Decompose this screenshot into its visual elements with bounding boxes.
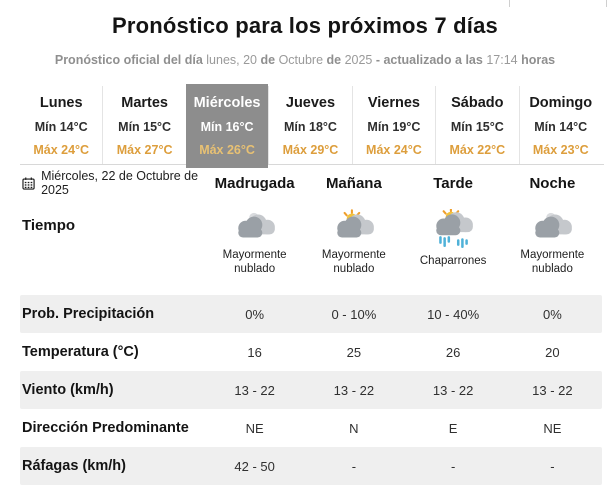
day-max-temp: Máx 24°C (366, 143, 422, 157)
subtitle-segment: Octubre (278, 53, 327, 67)
value-direccion-madrugada: NE (245, 420, 264, 436)
day-min-temp: Mín 18°C (284, 120, 337, 134)
page-title: Pronóstico para los próximos 7 días (112, 13, 498, 38)
value-precipitacion-tarde: 10 - 40% (403, 295, 503, 333)
column-header-tarde: Tarde (433, 174, 473, 192)
day-max-temp: Máx 27°C (116, 143, 173, 157)
value-temperatura-noche: 20 (545, 344, 560, 360)
week-day-strip: Lunes Mín 14°C Máx 24°C Martes Mín 15°C … (20, 84, 602, 168)
row-label-rafagas: Ráfagas (km/h) (20, 447, 205, 485)
day-name: Viernes (367, 95, 420, 111)
value-direccion-noche: NE (543, 420, 562, 436)
value-direccion-tarde: E (448, 420, 458, 436)
subtitle-segment: de (326, 53, 345, 67)
weather-caption: Mayormente nublado (321, 249, 386, 275)
subtitle-segment: - actualizado a las (375, 53, 487, 67)
value-precipitacion-manana: 0 - 10% (304, 295, 404, 333)
day-max-temp: Máx 24°C (33, 143, 90, 157)
day-min-temp: Mín 15°C (450, 120, 504, 134)
value-rafagas-madrugada: 42 - 50 (205, 447, 305, 485)
day-name: Sábado (451, 95, 504, 111)
value-precipitacion-noche: 0% (502, 295, 602, 333)
mostly-cloudy-icon (535, 212, 573, 238)
row-label-viento: Viento (km/h) (20, 371, 205, 409)
day-min-temp: Mín 16°C (200, 120, 254, 134)
value-direccion-manana: N (349, 420, 359, 436)
day-tab-lunes[interactable]: Lunes Mín 14°C Máx 24°C (20, 86, 103, 164)
subtitle-segment: lunes, 20 (206, 53, 261, 67)
day-min-temp: Mín 14°C (34, 120, 88, 134)
value-temperatura-tarde: 26 (445, 344, 461, 360)
day-tab-miercoles-selected[interactable]: Miércoles Mín 16°C Máx 26°C (185, 84, 269, 168)
row-label-temperatura: Temperatura (°C) (22, 344, 139, 360)
weather-caption: Mayormente nublado (222, 249, 287, 275)
subtitle-segment: horas (521, 53, 556, 67)
row-label-tiempo: Tiempo (22, 217, 76, 234)
subtitle-segment: 2025 (344, 53, 376, 67)
scroll-artifact-tick (606, 0, 607, 7)
day-tab-martes[interactable]: Martes Mín 15°C Máx 27°C (102, 86, 186, 164)
day-name: Jueves (285, 95, 336, 111)
day-min-temp: Mín 15°C (118, 120, 172, 134)
day-min-temp: Mín 14°C (534, 120, 588, 134)
column-header-madrugada: Madrugada (214, 174, 295, 192)
day-max-temp: Máx 26°C (199, 143, 255, 157)
day-tab-domingo[interactable]: Domingo Mín 14°C Máx 23°C (518, 86, 602, 164)
day-max-temp: Máx 22°C (449, 143, 506, 157)
day-tab-jueves[interactable]: Jueves Mín 18°C Máx 29°C (268, 86, 352, 164)
subtitle-segment: 17:14 (486, 53, 522, 67)
day-name: Miércoles (193, 95, 261, 111)
weather-cell-manana: Mayormente nublado (304, 201, 403, 295)
daily-detail-table: Miércoles, 22 de Octubre de 2025 Madruga… (20, 165, 602, 485)
row-label-precipitacion: Prob. Precipitación (20, 295, 205, 333)
day-name: Domingo (529, 95, 593, 111)
subtitle-segment: de (260, 53, 279, 67)
value-viento-manana: 13 - 22 (304, 371, 404, 409)
scroll-artifact-tick (509, 0, 510, 7)
calendar-icon (22, 176, 35, 190)
day-max-temp: Máx 29°C (282, 143, 339, 157)
value-viento-noche: 13 - 22 (502, 371, 602, 409)
column-header-manana: Mañana (325, 174, 382, 192)
day-min-temp: Mín 19°C (367, 120, 421, 134)
row-label-direccion: Dirección Predominante (22, 420, 189, 436)
selected-date-label: Miércoles, 22 de Octubre de 2025 (20, 165, 205, 201)
value-precipitacion-madrugada: 0% (205, 295, 305, 333)
value-temperatura-manana: 25 (346, 344, 362, 360)
value-rafagas-manana: - (304, 447, 404, 485)
column-header-noche: Noche (529, 174, 576, 192)
day-name: Martes (121, 95, 168, 111)
date-text: Miércoles, 22 de Octubre de 2025 (41, 169, 199, 197)
value-viento-tarde: 13 - 22 (403, 371, 503, 409)
day-tab-viernes[interactable]: Viernes Mín 19°C Máx 24°C (351, 86, 436, 164)
weather-cell-noche: Mayormente nublado (503, 201, 602, 295)
weather-cell-madrugada: Mayormente nublado (205, 201, 304, 295)
mostly-cloudy-night-icon (237, 212, 275, 238)
subtitle-segment: Pronóstico oficial del día (54, 53, 207, 67)
day-max-temp: Máx 23°C (532, 143, 589, 157)
value-rafagas-tarde: - (403, 447, 503, 485)
value-rafagas-noche: - (502, 447, 602, 485)
forecast-issued-subtitle: Pronóstico oficial del día lunes, 20 de … (0, 53, 610, 67)
weather-caption: Mayormente nublado (520, 249, 585, 275)
weather-cell-tarde: Chaparrones (404, 201, 503, 295)
day-name: Lunes (39, 95, 83, 111)
day-tab-sabado[interactable]: Sábado Mín 15°C Máx 22°C (435, 86, 519, 164)
value-viento-madrugada: 13 - 22 (205, 371, 305, 409)
sun-showers-icon (436, 209, 473, 249)
table-divider-line (20, 164, 604, 165)
value-temperatura-madrugada: 16 (247, 344, 262, 360)
partly-sunny-icon (337, 209, 374, 238)
weather-caption: Chaparrones (419, 255, 487, 267)
